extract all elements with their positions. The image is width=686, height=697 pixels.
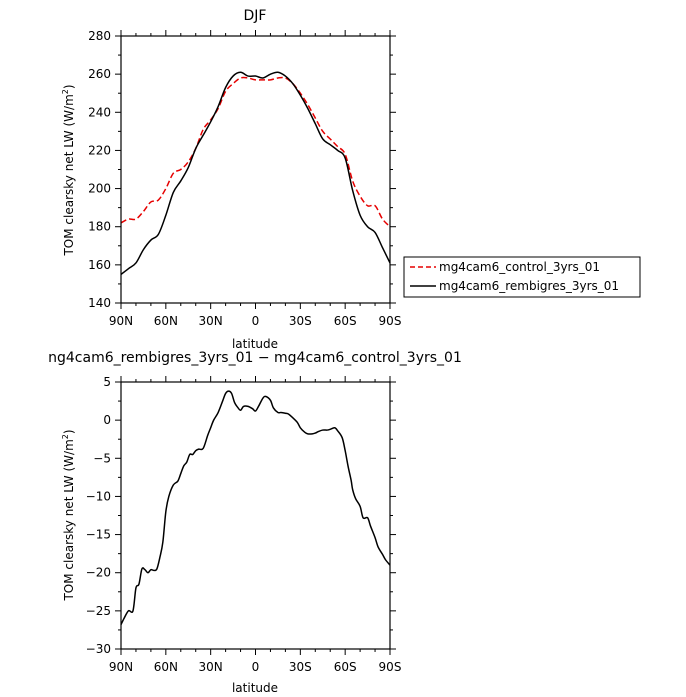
bottom-x-tick-label: 90N [109,660,133,674]
bottom-x-tick-label: 30S [289,660,312,674]
top-y-tick-label: 200 [88,182,111,196]
top-x-tick-label: 90S [379,314,402,328]
bottom-x-tick-label: 30N [199,660,223,674]
bottom-y-tick-label: −20 [86,566,111,580]
top-y-tick-label: 280 [88,29,111,43]
top-series-line-1 [120,71,391,275]
top-x-tick-label: 30N [199,314,223,328]
bottom-y-tick-label: −5 [93,451,111,465]
legend-box [403,256,641,298]
bottom-x-tick-label: 60N [154,660,178,674]
bottom-series-line-0 [120,390,391,625]
bottom-chart: ng4cam6_rembigres_3yrs_01 − mg4cam6_cont… [48,350,462,695]
top-x-tick-label: 0 [252,314,260,328]
bottom-y-tick-label: 0 [103,413,111,427]
legend: mg4cam6_control_3yrs_01 mg4cam6_rembigre… [403,256,641,298]
bottom-y-tick-label: 5 [103,375,111,389]
legend-label-rembigres: mg4cam6_rembigres_3yrs_01 [439,279,619,293]
bottom-x-axis-label: latitude [232,681,278,695]
top-chart: DJF 90N 60N 30N 0 30S 60S 90S 140 160 180 200 220 24… [61,8,641,351]
bottom-series-group [120,390,391,625]
top-y-tick-label: 160 [88,258,111,272]
bottom-y-tick-label: −15 [86,528,111,542]
top-y-axis-label: TOM clearsky net LW (W/m2) [61,84,76,256]
bottom-y-axis-label: TOM clearsky net LW (W/m2) [61,429,76,601]
bottom-x-tick-label: 90S [379,660,402,674]
top-x-axis-label: latitude [232,337,278,351]
top-ticks-group: 90N 60N 30N 0 30S 60S 90S 140 160 180 200 220 240 260… [88,29,401,328]
top-series-line-0 [120,76,391,228]
top-x-tick-label: 60S [334,314,357,328]
bottom-ticks-group: 90N 60N 30N 0 30S 60S 90S −30 −25 −20 −15 −10 −5 0 5 [86,375,402,674]
bottom-y-tick-label: −25 [86,604,111,618]
top-y-tick-label: 260 [88,67,111,81]
top-x-tick-label: 60N [154,314,178,328]
bottom-x-tick-label: 60S [334,660,357,674]
bottom-plot-frame [120,381,391,650]
top-x-tick-label: 90N [109,314,133,328]
top-y-tick-label: 140 [88,296,111,310]
bottom-y-tick-label: −10 [86,489,111,503]
top-chart-title: DJF [244,8,267,24]
legend-label-control: mg4cam6_control_3yrs_01 [439,260,600,274]
top-y-tick-label: 240 [88,105,111,119]
top-series-group [120,71,391,275]
bottom-x-tick-label: 0 [252,660,260,674]
bottom-chart-title: ng4cam6_rembigres_3yrs_01 − mg4cam6_cont… [48,350,462,366]
bottom-y-tick-label: −30 [86,642,111,656]
top-y-tick-label: 180 [88,220,111,234]
top-y-tick-label: 220 [88,143,111,157]
top-x-tick-label: 30S [289,314,312,328]
